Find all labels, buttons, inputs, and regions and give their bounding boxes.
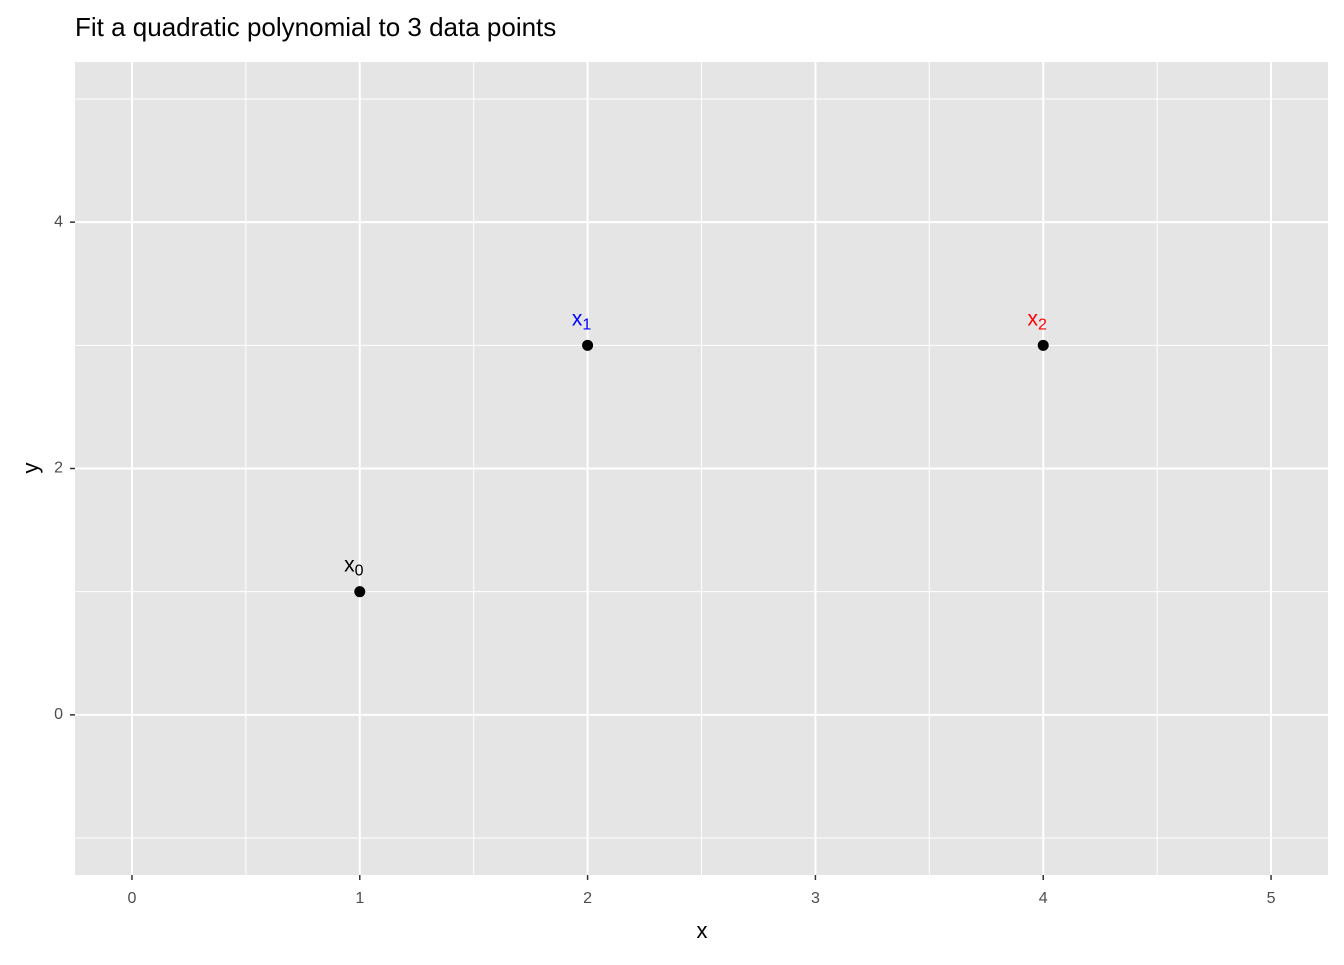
point (1037, 339, 1049, 351)
x-tick-label: 5 (1267, 890, 1276, 907)
y-tick-label: 0 (54, 706, 63, 723)
point-label-text: x (1028, 307, 1039, 330)
point (582, 339, 594, 351)
x-tick-label: 1 (355, 890, 364, 907)
y-axis-title: y (18, 463, 43, 474)
x-tick-label: 2 (583, 890, 592, 907)
point (354, 586, 366, 598)
x-axis-title: x (697, 918, 708, 943)
point-label-sub: 0 (355, 563, 364, 580)
y-tick-label: 4 (54, 213, 63, 230)
point-label-text: x (344, 553, 355, 576)
x-tick-label: 0 (128, 890, 137, 907)
point-label-sub: 2 (1038, 317, 1047, 334)
x-tick-label: 4 (1039, 890, 1048, 907)
x-tick-label: 3 (811, 890, 820, 907)
chart-title: Fit a quadratic polynomial to 3 data poi… (75, 12, 556, 42)
point-label-sub: 1 (582, 317, 591, 334)
point-label-text: x (572, 307, 583, 330)
point-label: x0 (344, 553, 364, 580)
y-tick-label: 2 (54, 460, 63, 477)
point-label: x1 (572, 307, 592, 334)
point-label: x2 (1028, 307, 1048, 334)
